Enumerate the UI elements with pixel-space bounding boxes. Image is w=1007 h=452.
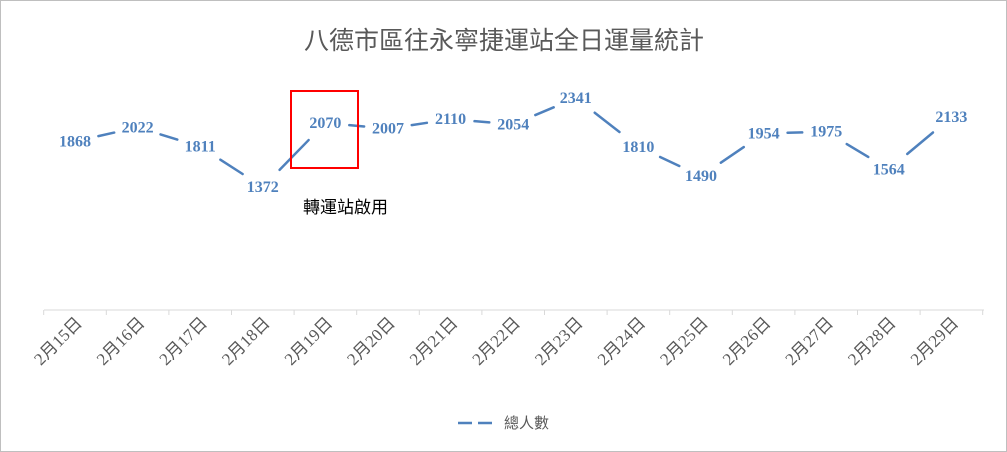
data-label: 2022 xyxy=(122,119,154,136)
x-axis-tick-labels: 2月15日 2月16日 2月17日 2月18日 2月19日 2月20日 2月21日 2月22日… xyxy=(30,313,962,369)
series-line-segment xyxy=(97,131,116,138)
x-tick-label: 2月15日 xyxy=(30,313,86,369)
series-data-labels: 1868 2022 1811 1372 2070 2007 2110 2054 2341 1810… xyxy=(59,90,967,196)
x-tick-label: 2月23日 xyxy=(531,313,587,369)
series-line-segment xyxy=(159,133,179,141)
data-label: 1954 xyxy=(748,126,780,143)
series-line-segment xyxy=(473,119,491,124)
legend-label: 總人數 xyxy=(504,414,549,432)
data-label: 2070 xyxy=(309,115,341,132)
series-line-segment xyxy=(219,158,244,176)
data-label: 1490 xyxy=(685,168,717,185)
x-tick-label: 2月17日 xyxy=(156,313,212,369)
series-line xyxy=(97,106,935,176)
series-line-segment xyxy=(593,111,621,134)
legend: 總人數 xyxy=(458,414,549,432)
series-line-segment xyxy=(278,138,310,172)
x-tick-label: 2月21日 xyxy=(406,313,462,369)
data-label: 2341 xyxy=(560,90,592,107)
series-line-segment xyxy=(410,121,429,127)
annotation-highlight-box xyxy=(290,90,359,169)
x-tick-label: 2月27日 xyxy=(782,313,838,369)
data-label: 1372 xyxy=(247,179,279,196)
x-axis-ticks xyxy=(43,310,984,315)
data-label: 1564 xyxy=(873,161,905,178)
series-line-segment xyxy=(534,106,555,117)
data-label: 1811 xyxy=(185,139,216,156)
data-label: 2110 xyxy=(435,111,466,128)
x-tick-label: 2月22日 xyxy=(469,313,525,369)
x-tick-label: 2月29日 xyxy=(907,313,963,369)
annotation-text: 轉運站啟用 xyxy=(303,198,388,218)
data-label: 2007 xyxy=(372,121,404,138)
data-label: 2133 xyxy=(935,109,967,126)
x-tick-label: 2月18日 xyxy=(218,313,274,369)
data-label: 2054 xyxy=(497,116,529,133)
x-tick-label: 2月25日 xyxy=(656,313,712,369)
data-label: 1868 xyxy=(59,133,91,150)
series-line-segment xyxy=(348,123,366,128)
series-line-segment xyxy=(845,142,870,159)
x-tick-label: 2月19日 xyxy=(281,313,337,369)
series-line-segment xyxy=(719,145,746,164)
x-tick-label: 2月24日 xyxy=(594,313,650,369)
data-label: 1810 xyxy=(622,139,654,156)
x-tick-label: 2月16日 xyxy=(93,313,149,369)
data-label: 1975 xyxy=(810,124,842,141)
x-tick-label: 2月26日 xyxy=(719,313,775,369)
series-line-segment xyxy=(658,155,681,168)
series-line-segment xyxy=(905,131,935,156)
chart-title: 八德市區往永寧捷運站全日運量統計 xyxy=(304,26,704,55)
x-tick-label: 2月28日 xyxy=(844,313,900,369)
x-tick-label: 2月20日 xyxy=(343,313,399,369)
